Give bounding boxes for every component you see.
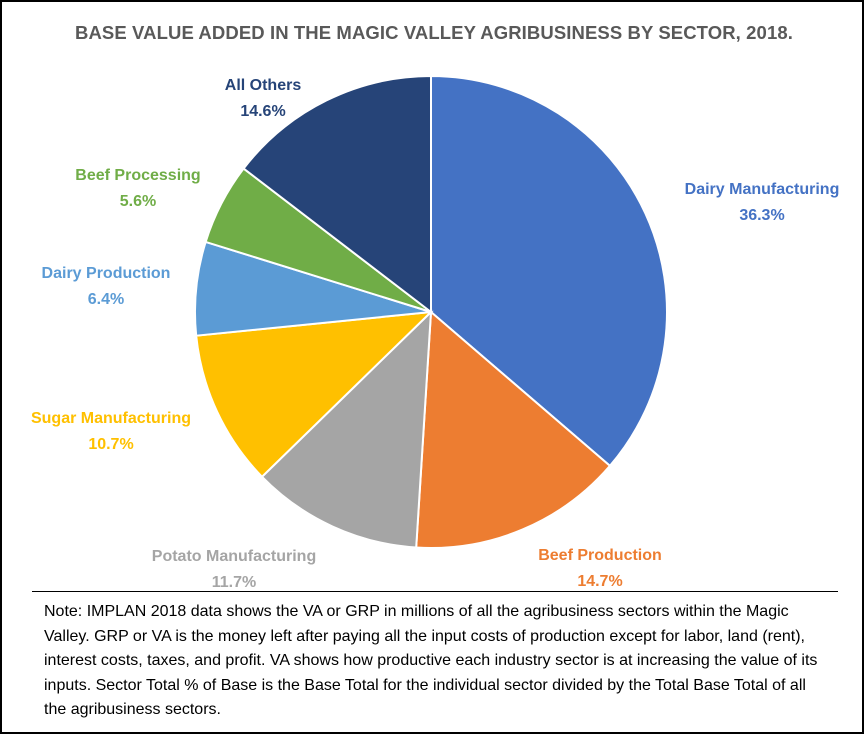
slice-name-label: Dairy Manufacturing	[685, 181, 840, 198]
pie-labels: Dairy Manufacturing 36.3% Beef Production 1…	[31, 77, 839, 591]
slice-name-label: Dairy Production	[42, 265, 171, 282]
pie-slice-sugar-manufacturing	[195, 310, 434, 479]
slice-name-label: All Others	[225, 77, 302, 94]
pie-slices	[193, 74, 668, 549]
footnote: Note: IMPLAN 2018 data shows the VA or G…	[44, 603, 818, 718]
chart-title: BASE VALUE ADDED IN THE MAGIC VALLEY AGR…	[75, 22, 793, 43]
slice-name-label: Potato Manufacturing	[152, 548, 316, 565]
slice-value-label: 36.3%	[739, 207, 784, 224]
pie-slice-beef-production	[415, 309, 612, 549]
note-divider	[32, 591, 838, 592]
pie-slice-dairy-manufacturing	[430, 74, 668, 468]
slice-name-label: Beef Processing	[75, 167, 200, 184]
slice-value-label: 11.7%	[212, 574, 256, 591]
slice-value-label: 14.7%	[577, 573, 622, 590]
slice-value-label: 10.7%	[88, 436, 133, 453]
slice-name-label: Sugar Manufacturing	[31, 410, 191, 427]
slice-value-label: 14.6%	[240, 103, 285, 120]
slice-value-label: 5.6%	[120, 193, 156, 210]
pie-slice-all-others	[242, 74, 432, 315]
slice-name-label: Beef Production	[538, 547, 662, 564]
pie-slice-potato-manufacturing	[260, 309, 433, 549]
slice-value-label: 6.4%	[88, 291, 124, 308]
